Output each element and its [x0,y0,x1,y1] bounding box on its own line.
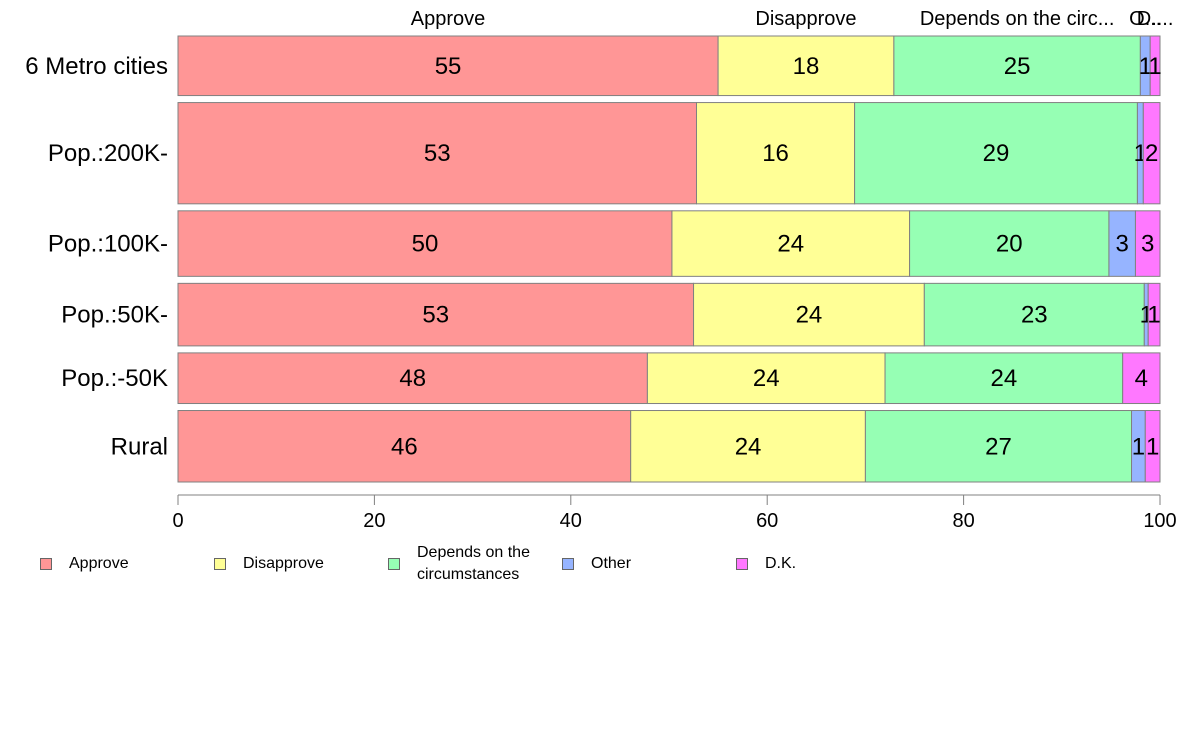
bar-pop-50k-depends-on-the-circumstances [884,352,1124,405]
data-label-pop-200k-disapprove: 16 [762,140,789,167]
category-label-rural: Rural [111,433,168,460]
column-header-d-k: D.... [1137,8,1174,30]
bar-pop-50k-d-k [1147,282,1161,347]
data-label-pop-100k-depends-on-the-circumstances: 20 [996,231,1023,258]
bar-pop-200k-disapprove [695,102,856,205]
legend-item-dk: D.K. [736,544,905,575]
data-label-pop-100k-disapprove: 24 [777,231,804,258]
data-label-pop-50k-d-k: 1 [1147,302,1160,329]
bar-pop-200k-depends-on-the-circumstances [854,102,1138,205]
data-label-6-metro-cities-disapprove: 18 [793,53,820,80]
bar-pop-100k-approve [177,210,673,277]
bar-rural-approve [177,410,632,483]
bar-6-metro-cities-disapprove [717,35,895,97]
legend-label-dk: D.K. [765,555,797,572]
bar-pop-200k-approve [177,102,697,205]
data-label-rural-disapprove: 24 [735,433,762,460]
data-label-pop-200k-d-k: 2 [1145,140,1158,167]
legend-item-approve: Approve [40,544,209,575]
data-label-pop-100k-approve: 50 [412,231,439,258]
legend-label-depends: Depends on the circumstances [417,544,530,583]
data-label-6-metro-cities-other: 1 [1139,53,1152,80]
category-label-pop-100k: Pop.:100K- [48,231,168,258]
data-label-pop-100k-other: 3 [1116,231,1129,258]
bar-pop-50k-approve [177,352,648,405]
legend-label-approve: Approve [69,555,129,572]
x-tick-label-40: 40 [560,510,582,532]
x-tick-label-60: 60 [756,510,778,532]
category-label-6-metro-cities: 6 Metro cities [25,53,168,80]
legend: Approve Disapprove Depends on the circum… [40,544,900,594]
bar-rural-d-k [1144,410,1161,483]
bar-6-metro-cities-d-k [1149,35,1161,97]
data-label-rural-depends-on-the-circumstances: 27 [985,433,1012,460]
x-tick-label-0: 0 [172,510,183,532]
data-label-rural-d-k: 1 [1146,433,1159,460]
category-label-pop-200k: Pop.:200K- [48,140,168,167]
bar-pop-50k-depends-on-the-circumstances [923,282,1145,347]
legend-item-disapprove: Disapprove [214,544,383,575]
legend-label-other: Other [591,555,632,572]
bar-pop-200k-d-k [1142,102,1161,205]
data-label-pop-50k-disapprove: 24 [796,302,823,329]
data-label-pop-200k-approve: 53 [424,140,451,167]
bar-pop-50k-disapprove [693,282,925,347]
legend-swatch-other [562,558,574,570]
column-header-other: O... [1129,8,1161,30]
x-tick-label-80: 80 [952,510,974,532]
x-tick-label-20: 20 [363,510,385,532]
column-header-approve: Approve [411,8,486,30]
data-label-pop-50k-d-k: 4 [1135,365,1148,392]
data-label-rural-approve: 46 [391,433,418,460]
data-label-pop-50k-depends-on-the-circumstances: 24 [991,365,1018,392]
bar-pop-100k-depends-on-the-circumstances [909,210,1110,277]
category-label-pop-50k: Pop.:-50K [61,365,168,392]
data-label-rural-other: 1 [1132,433,1145,460]
bar-rural-depends-on-the-circumstances [864,410,1133,483]
x-tick-label-100: 100 [1143,510,1176,532]
bar-pop-50k-disapprove [646,352,886,405]
column-header-depends-on-the-circumstances: Depends on the circ... [920,8,1115,30]
data-label-pop-50k-approve: 53 [422,302,449,329]
legend-label-disapprove: Disapprove [243,555,324,572]
data-label-6-metro-cities-approve: 55 [435,53,462,80]
data-label-pop-100k-d-k: 3 [1141,231,1154,258]
category-label-pop-50k: Pop.:50K- [61,302,168,329]
bar-pop-100k-d-k [1134,210,1161,277]
legend-swatch-approve [40,558,52,570]
data-label-pop-50k-disapprove: 24 [753,365,780,392]
legend-swatch-depends [388,558,400,570]
legend-item-depends: Depends on the circumstances [388,544,557,586]
legend-swatch-dk [736,558,748,570]
bar-pop-100k-other [1108,210,1136,277]
data-label-pop-200k-depends-on-the-circumstances: 29 [983,140,1010,167]
data-label-pop-50k-approve: 48 [399,365,426,392]
data-label-6-metro-cities-d-k: 1 [1148,53,1161,80]
legend-item-other: Other [562,544,731,575]
bar-pop-50k-approve [177,282,695,347]
bar-pop-50k-d-k [1122,352,1161,405]
bar-rural-disapprove [630,410,866,483]
column-header-disapprove: Disapprove [755,8,856,30]
data-label-6-metro-cities-depends-on-the-circumstances: 25 [1004,53,1031,80]
legend-swatch-disapprove [214,558,226,570]
data-label-pop-50k-depends-on-the-circumstances: 23 [1021,302,1048,329]
